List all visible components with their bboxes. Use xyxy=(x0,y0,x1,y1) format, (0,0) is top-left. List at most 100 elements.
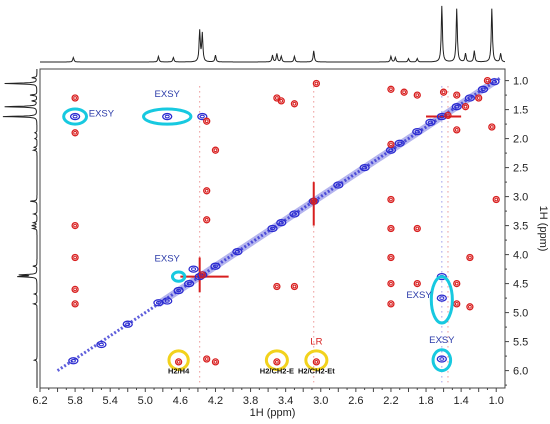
cross-peak-core xyxy=(200,273,205,277)
y-tick-label: 4.0 xyxy=(513,250,528,262)
cross-peak-core xyxy=(388,148,394,152)
cross-peak xyxy=(359,163,370,172)
y-axis: 1.0 1.5 2.0 2.5 3.0 3.5 4.0 4.5 5.0 5.5 6.0 xyxy=(505,76,528,386)
cross-peak-core xyxy=(454,93,459,97)
cross-peak-core xyxy=(480,87,486,92)
cross-peak-core xyxy=(491,79,497,84)
cross-peak xyxy=(461,103,470,111)
annotation-label: EXSY xyxy=(89,109,115,120)
cross-peak-core xyxy=(191,267,197,271)
cross-peak-core xyxy=(73,255,77,260)
annotation-label: EXSY xyxy=(155,254,181,265)
highlight-ellipses xyxy=(62,107,454,373)
cross-peak xyxy=(488,123,496,131)
cross-peak-core xyxy=(204,217,209,222)
cross-peak-core xyxy=(125,322,131,327)
cross-peak xyxy=(439,88,448,96)
cross-peak-core xyxy=(476,96,481,100)
cross-peak-core xyxy=(176,360,181,364)
cross-peak xyxy=(453,126,461,134)
cross-peak xyxy=(197,112,208,121)
cross-peak xyxy=(400,88,408,96)
cross-peak-core xyxy=(73,302,77,306)
cross-peak xyxy=(71,129,79,137)
cross-peak xyxy=(436,272,447,281)
cross-peak xyxy=(387,85,395,93)
cross-peak-core xyxy=(204,357,209,361)
cross-peak xyxy=(425,118,436,127)
cross-peak-core xyxy=(314,360,319,364)
exsy-highlight xyxy=(142,107,193,126)
cross-peak-core xyxy=(213,360,218,364)
cross-peak-core xyxy=(164,114,170,119)
cross-peak xyxy=(184,279,195,288)
cross-peak-core xyxy=(454,281,459,286)
cross-peak-core xyxy=(439,296,445,300)
cross-peak-core xyxy=(362,165,368,170)
cross-peak xyxy=(210,262,221,270)
y-tick-label: 3.5 xyxy=(513,221,528,233)
cross-peak xyxy=(71,221,79,230)
y-tick-label: 2.5 xyxy=(513,163,528,175)
y-tick-label: 3.0 xyxy=(513,192,528,204)
cross-peak xyxy=(436,294,447,302)
cross-peak xyxy=(71,253,79,262)
cross-peak-core xyxy=(204,119,209,124)
cross-peak xyxy=(211,358,220,366)
cross-peak-core xyxy=(311,199,316,204)
cross-peak xyxy=(162,297,173,305)
cross-peak-core xyxy=(292,101,297,106)
cross-peak xyxy=(387,224,395,233)
cross-peak-core xyxy=(468,304,472,309)
cross-peak-core xyxy=(467,96,473,100)
cross-peak-core xyxy=(489,125,494,129)
cross-peak-core xyxy=(199,114,205,119)
cross-peak-core xyxy=(186,281,192,286)
cross-peak xyxy=(387,300,395,308)
x-tick-label: 1.0 xyxy=(489,395,504,407)
y-tick-label: 5.5 xyxy=(513,337,528,349)
cross-peak-core xyxy=(292,284,297,289)
cross-peak xyxy=(71,285,79,294)
x-tick-label: 1.8 xyxy=(418,395,433,407)
cross-peak xyxy=(436,355,447,363)
cross-peak xyxy=(312,79,321,88)
cross-peak xyxy=(203,187,211,195)
cross-peak xyxy=(413,224,421,233)
cross-peak xyxy=(412,127,423,136)
exsy-highlight xyxy=(431,348,453,373)
cross-peak-core xyxy=(155,300,161,305)
cross-peaks xyxy=(68,76,500,366)
cross-peak xyxy=(122,320,133,328)
cross-peak xyxy=(483,76,492,85)
cross-peak-core xyxy=(389,302,393,306)
cross-peak-core xyxy=(439,114,445,119)
cross-peak xyxy=(451,103,462,111)
cross-peak-core xyxy=(270,226,275,231)
cross-peak-core xyxy=(98,342,104,347)
cross-peak xyxy=(387,279,395,288)
cross-peak xyxy=(387,140,395,149)
cross-peak xyxy=(162,112,173,121)
y-tick-label: 1.5 xyxy=(513,105,528,117)
cross-peak xyxy=(69,112,81,121)
left-projection-trace xyxy=(2,69,38,388)
noe-highlight xyxy=(167,349,190,371)
y-tick-label: 2.0 xyxy=(513,134,528,146)
y-tick-label: 6.0 xyxy=(513,366,528,378)
x-tick-label: 2.2 xyxy=(383,395,398,407)
cross-peak-core xyxy=(389,226,393,231)
cross-peak-core xyxy=(274,284,279,289)
cross-peak xyxy=(387,253,395,262)
exsy-highlight xyxy=(429,275,454,325)
cross-peak xyxy=(273,282,281,291)
cross-peak-core xyxy=(278,220,284,225)
annotation-label: H2/CH2-Et xyxy=(298,367,335,376)
x-tick-label: 3.4 xyxy=(278,395,293,407)
cross-peak-core xyxy=(454,302,459,306)
cross-peak-core xyxy=(73,223,77,228)
cross-peak-core xyxy=(446,113,450,118)
x-tick-label: 5.4 xyxy=(103,395,118,407)
